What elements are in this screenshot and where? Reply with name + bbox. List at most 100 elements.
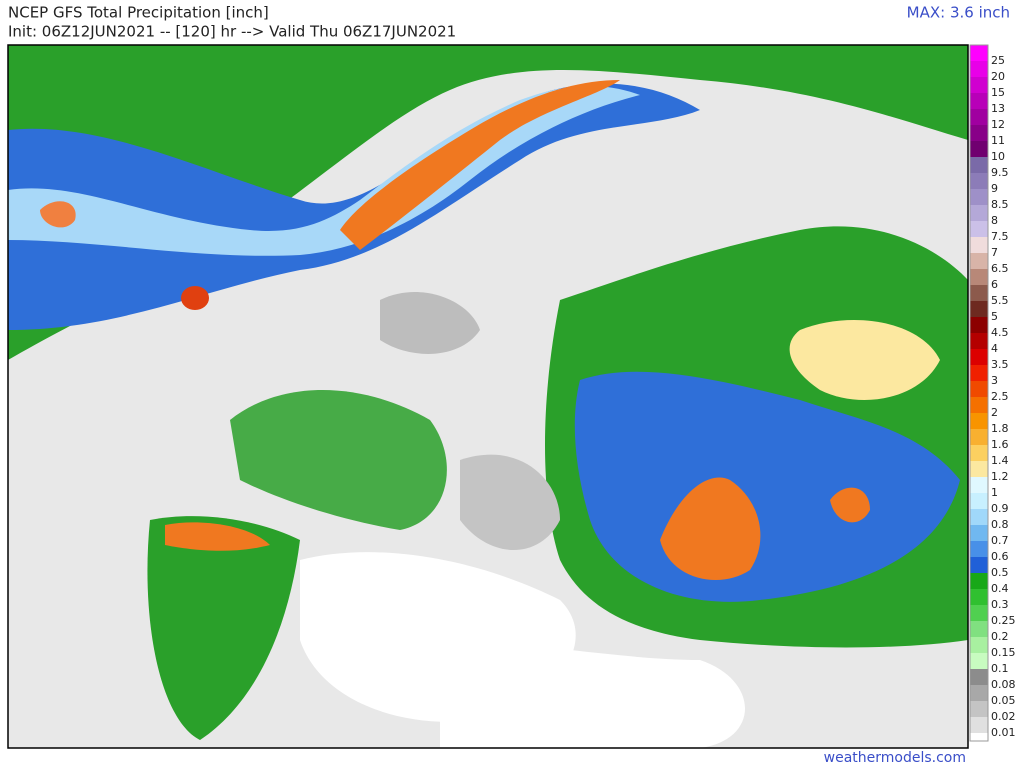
colorbar-swatch (970, 365, 988, 381)
max-label: MAX: 3.6 inch (907, 4, 1010, 22)
colorbar-label: 8 (991, 214, 998, 227)
colorbar-swatch (970, 77, 988, 93)
colorbar-swatch (970, 445, 988, 461)
colorbar-label: 6.5 (991, 262, 1009, 275)
colorbar-swatch (970, 333, 988, 349)
colorbar-swatch (970, 461, 988, 477)
colorbar-label: 7 (991, 246, 998, 259)
colorbar-label: 13 (991, 102, 1005, 115)
map-frame (7, 44, 969, 749)
colorbar-label: 0.02 (991, 710, 1016, 723)
colorbar-swatch (970, 525, 988, 541)
subtitle: Init: 06Z12JUN2021 -- [120] hr --> Valid… (8, 23, 456, 41)
colorbar-label: 0.25 (991, 614, 1016, 627)
colorbar-label: 0.7 (991, 534, 1009, 547)
colorbar-swatch (970, 429, 988, 445)
precip-green (147, 516, 300, 740)
colorbar-label: 0.8 (991, 518, 1009, 531)
colorbar-label: 2.5 (991, 390, 1009, 403)
colorbar: 252015131211109.598.587.576.565.554.543.… (969, 44, 1016, 742)
colorbar-swatch (970, 509, 988, 525)
colorbar-swatch (970, 701, 988, 717)
precip-yellow (789, 320, 940, 400)
colorbar-swatch (970, 157, 988, 173)
colorbar-swatch (970, 493, 988, 509)
colorbar-swatch (970, 221, 988, 237)
colorbar-swatch (970, 605, 988, 621)
colorbar-label: 7.5 (991, 230, 1009, 243)
colorbar-swatch (970, 685, 988, 701)
colorbar-label: 0.2 (991, 630, 1009, 643)
precip-gray (380, 291, 480, 354)
colorbar-label: 0.5 (991, 566, 1009, 579)
colorbar-swatch (970, 301, 988, 317)
sea (440, 640, 745, 748)
colorbar-swatch (970, 477, 988, 493)
colorbar-label: 0.9 (991, 502, 1009, 515)
precip-green (230, 390, 447, 530)
colorbar-swatch (970, 189, 988, 205)
precip-green (8, 45, 968, 360)
precip-orange (181, 286, 209, 310)
colorbar-label: 0.6 (991, 550, 1009, 563)
colorbar-label: 0.4 (991, 582, 1009, 595)
colorbar-label: 3 (991, 374, 998, 387)
colorbar-label: 25 (991, 54, 1005, 67)
colorbar-label: 3.5 (991, 358, 1009, 371)
colorbar-label: 4 (991, 342, 998, 355)
colorbar-label: 11 (991, 134, 1005, 147)
colorbar-swatch (970, 717, 988, 733)
precip-orange (340, 80, 620, 250)
precip-orange (165, 522, 270, 551)
colorbar-swatch (970, 621, 988, 637)
precip-orange (830, 487, 870, 523)
colorbar-label: 12 (991, 118, 1005, 131)
precip-gray (460, 454, 560, 550)
colorbar-label: 0.01 (991, 726, 1016, 739)
colorbar-label: 8.5 (991, 198, 1009, 211)
colorbar-swatch (970, 669, 988, 685)
colorbar-label: 5.5 (991, 294, 1009, 307)
colorbar-swatch (970, 349, 988, 365)
colorbar-label: 0.15 (991, 646, 1016, 659)
colorbar-swatch (970, 45, 988, 61)
colorbar-swatch (970, 397, 988, 413)
colorbar-label: 4.5 (991, 326, 1009, 339)
colorbar-label: 15 (991, 86, 1005, 99)
colorbar-swatch (970, 237, 988, 253)
colorbar-label: 1.2 (991, 470, 1009, 483)
colorbar-label: 0.08 (991, 678, 1016, 691)
colorbar-label: 9 (991, 182, 998, 195)
colorbar-label: 20 (991, 70, 1005, 83)
colorbar-label: 0.05 (991, 694, 1016, 707)
colorbar-swatch (970, 541, 988, 557)
colorbar-swatch (970, 317, 988, 333)
colorbar-swatch (970, 381, 988, 397)
colorbar-label: 1 (991, 486, 998, 499)
colorbar-swatch (970, 109, 988, 125)
colorbar-swatch (970, 557, 988, 573)
colorbar-label: 1.8 (991, 422, 1009, 435)
colorbar-swatch (970, 269, 988, 285)
colorbar-label: 9.5 (991, 166, 1009, 179)
colorbar-label: 2 (991, 406, 998, 419)
colorbar-swatch (970, 173, 988, 189)
colorbar-swatch (970, 653, 988, 669)
colorbar-swatch (970, 61, 988, 77)
colorbar-swatch (970, 413, 988, 429)
colorbar-label: 0.1 (991, 662, 1009, 675)
colorbar-swatch (970, 573, 988, 589)
precip-orange (40, 201, 76, 228)
colorbar-label: 10 (991, 150, 1005, 163)
colorbar-swatch (970, 285, 988, 301)
colorbar-swatch (970, 589, 988, 605)
colorbar-swatch (970, 253, 988, 269)
colorbar-label: 1.6 (991, 438, 1009, 451)
footer-source: weathermodels.com (824, 750, 966, 766)
colorbar-swatch (970, 125, 988, 141)
colorbar-label: 5 (991, 310, 998, 323)
colorbar-frame (969, 44, 989, 742)
precip-orange (660, 477, 761, 580)
map (7, 44, 969, 749)
